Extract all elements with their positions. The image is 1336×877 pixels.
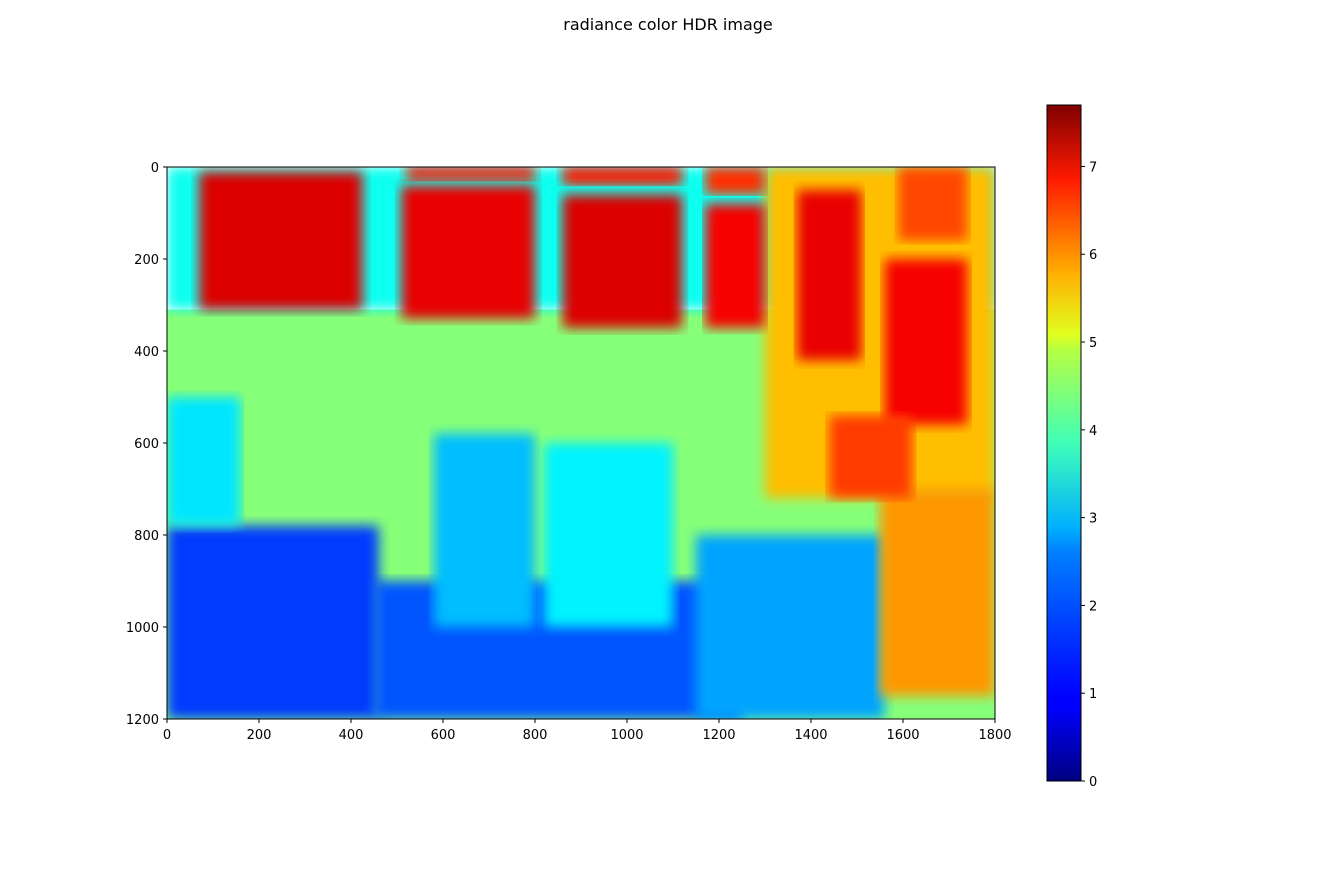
colorbar-tick-label: 3: [1089, 512, 1097, 527]
y-tick-label: 1200: [126, 713, 159, 728]
x-axis: 0 200 400 600 800 1000 1200 1400 1600 1800: [163, 719, 1012, 743]
y-axis: 0 200 400 600 800 1000 1200: [126, 161, 167, 728]
x-tick-label: 800: [523, 728, 548, 743]
colorbar-tick-label: 2: [1089, 599, 1097, 614]
x-tick-label: 200: [247, 728, 272, 743]
heatmap-region: [433, 433, 535, 627]
heatmap-region: [562, 194, 683, 328]
y-tick-label: 200: [134, 253, 159, 268]
colorbar-tick-label: 7: [1089, 160, 1097, 175]
heatmap-region: [406, 167, 535, 181]
heatmap-region: [705, 203, 765, 328]
heatmap-region: [544, 443, 673, 627]
y-tick-label: 800: [134, 529, 159, 544]
colorbar: [1046, 104, 1082, 782]
heatmap-region: [884, 259, 968, 425]
x-tick-label: 1200: [702, 728, 735, 743]
heatmap-region: [705, 167, 765, 195]
colorbar-axis: 0 1 2 3 4 5 6 7: [1081, 160, 1097, 790]
x-tick-label: 600: [431, 728, 456, 743]
colorbar-tick-label: 5: [1089, 336, 1097, 351]
heatmap-region: [199, 171, 363, 310]
plot-area: [167, 167, 995, 719]
x-tick-label: 0: [163, 728, 171, 743]
heatmap-region: [898, 167, 968, 241]
colorbar-tick-label: 0: [1089, 775, 1097, 790]
heatmap-region: [167, 397, 241, 526]
chart-title: radiance color HDR image: [563, 15, 773, 34]
colorbar-tick-label: 6: [1089, 248, 1097, 263]
x-tick-label: 1400: [794, 728, 827, 743]
y-tick-label: 400: [134, 345, 159, 360]
heatmap-region: [401, 185, 535, 319]
x-tick-label: 1600: [886, 728, 919, 743]
y-tick-label: 1000: [126, 621, 159, 636]
heatmap-region: [880, 489, 995, 696]
heatmap-region: [829, 415, 913, 499]
heatmap-region: [696, 535, 885, 719]
colorbar-tick-label: 1: [1089, 687, 1097, 702]
x-tick-label: 400: [339, 728, 364, 743]
heatmap-region: [562, 167, 683, 186]
colorbar-tick-label: 4: [1089, 424, 1097, 439]
heatmap-region: [167, 525, 379, 719]
y-tick-label: 0: [151, 161, 159, 176]
x-tick-label: 1000: [610, 728, 643, 743]
heatmap-region: [797, 190, 862, 361]
x-tick-label: 1800: [978, 728, 1011, 743]
y-tick-label: 600: [134, 437, 159, 452]
